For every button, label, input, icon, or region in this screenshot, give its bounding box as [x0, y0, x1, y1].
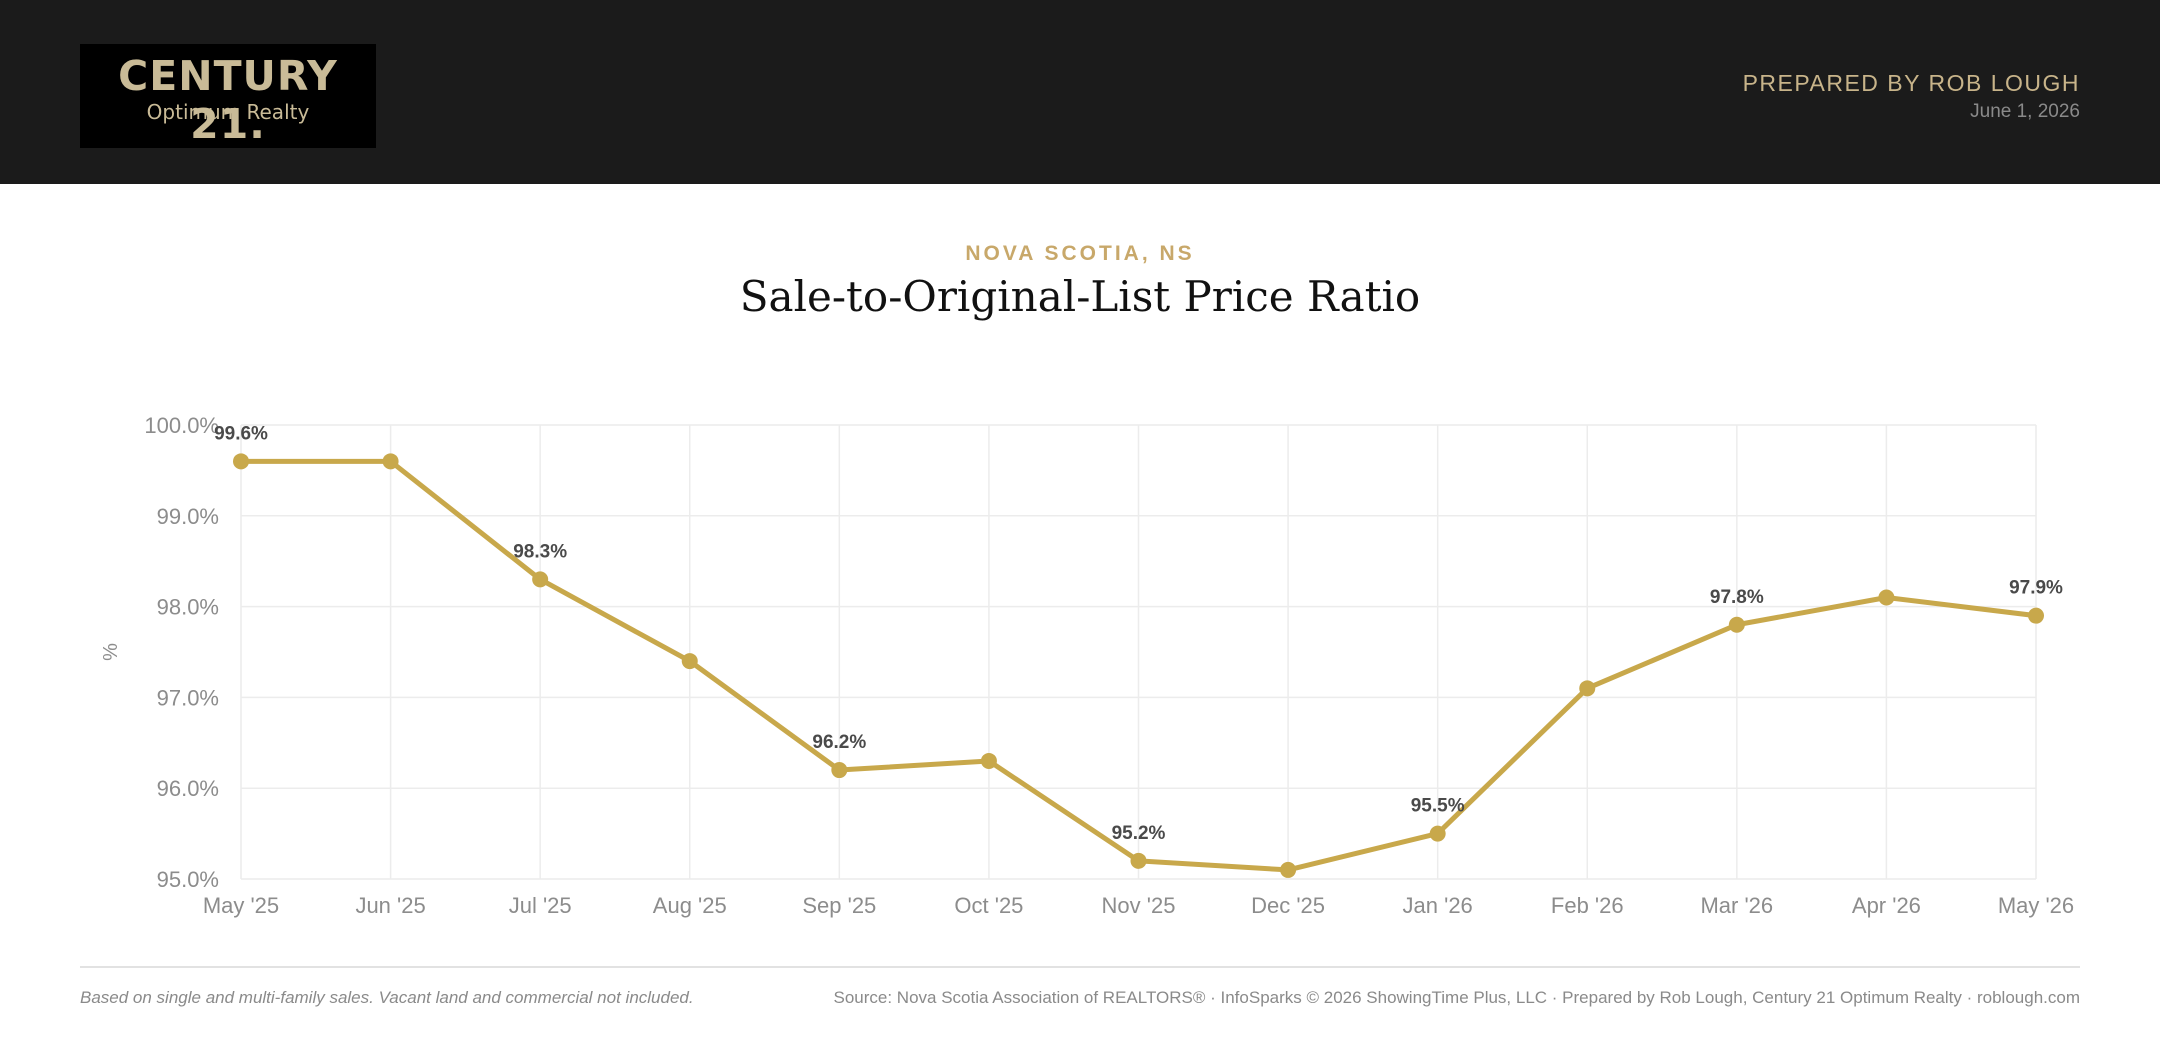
footer-note: Based on single and multi-family sales. …	[80, 988, 694, 1007]
data-point	[1579, 680, 1596, 697]
data-point	[532, 571, 549, 588]
data-label: 95.5%	[1411, 796, 1465, 817]
x-tick-label: Aug '25	[653, 893, 727, 918]
chart-grid	[240, 424, 2037, 880]
chart-axes: 100.0% 99.0% 98.0% 97.0% 96.0% 95.0%May '25 Ju…	[100, 413, 2074, 918]
x-tick-label: Jan '26	[1403, 893, 1473, 918]
x-tick-label: Jul '25	[509, 893, 572, 918]
chart-region: NOVA SCOTIA, NS	[965, 242, 1195, 265]
data-label: 97.9%	[2009, 578, 2063, 599]
prepared-by: PREPARED BY ROB LOUGH	[1742, 70, 2080, 96]
y-tick-label: 95.0%	[157, 867, 219, 892]
y-tick-label: 96.0%	[157, 776, 219, 801]
data-label: 96.2%	[812, 732, 866, 753]
data-point	[382, 453, 399, 470]
logo-wordmark: CENTURY 21.	[118, 52, 338, 148]
data-point	[233, 453, 249, 470]
y-tick-label: 99.0%	[157, 504, 219, 529]
x-tick-label: Sep '25	[802, 893, 876, 918]
data-point	[1280, 861, 1297, 878]
x-tick-label: Dec '25	[1251, 893, 1325, 918]
brand-logo[interactable]: CENTURY 21. Optimum Realty	[80, 44, 376, 148]
x-tick-label: May '25	[203, 893, 279, 918]
x-tick-label: Feb '26	[1551, 893, 1624, 918]
x-tick-label: Apr '26	[1852, 893, 1921, 918]
x-tick-label: May '26	[1998, 893, 2074, 918]
y-tick-label: 97.0%	[157, 685, 219, 710]
line-chart: 100.0% 99.0% 98.0% 97.0% 96.0% 95.0%May '25 Ju…	[100, 413, 2074, 918]
data-point	[2028, 607, 2044, 624]
chart-series	[233, 453, 2044, 878]
data-point	[1429, 825, 1446, 842]
x-tick-label: Jun '25	[355, 893, 425, 918]
x-tick-label: Oct '25	[954, 893, 1023, 918]
x-tick-label: Nov '25	[1102, 893, 1176, 918]
report-date: June 1, 2026	[1970, 101, 2080, 122]
y-tick-label: 100.0%	[144, 413, 219, 438]
footer-divider	[80, 966, 2080, 968]
chart-data-labels: 99.6% 98.3% 96.2% 95.2% 95.5% 97.8% 97.9%	[214, 423, 2063, 844]
y-tick-label: 98.0%	[157, 595, 219, 620]
logo-subtitle: Optimum Realty	[146, 100, 310, 124]
data-label: 99.6%	[214, 423, 268, 444]
header-bar: CENTURY 21. Optimum Realty PREPARED BY R…	[0, 0, 2160, 184]
footer-source: Source: Nova Scotia Association of REALT…	[833, 988, 2081, 1007]
y-axis-title: %	[100, 643, 122, 661]
data-label: 97.8%	[1710, 587, 1764, 608]
data-point	[1728, 616, 1745, 633]
x-tick-label: Mar '26	[1700, 893, 1773, 918]
data-point	[1878, 589, 1895, 606]
chart-title: Sale-to-Original-List Price Ratio	[739, 272, 1421, 321]
data-label: 95.2%	[1112, 823, 1166, 844]
data-point	[681, 653, 698, 670]
data-label: 98.3%	[513, 541, 567, 562]
data-point	[1130, 852, 1147, 869]
data-point	[980, 752, 997, 769]
data-point	[831, 762, 848, 779]
